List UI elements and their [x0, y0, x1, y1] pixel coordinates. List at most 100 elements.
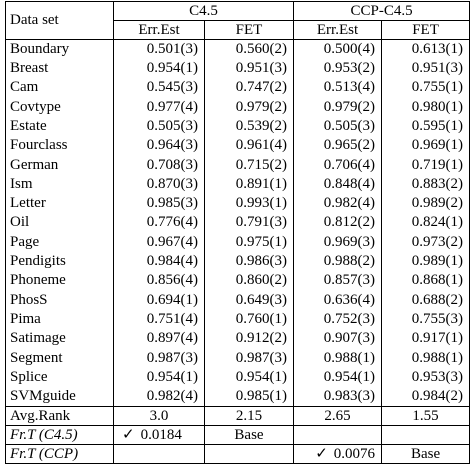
value-cell-ccp-fet: 0.755(1): [381, 78, 471, 98]
table-row: Cam 0.545(3) 0.747(2) 0.513(4) 0.755(1): [5, 78, 471, 98]
value-cell-c45-errest: 0.897(4): [113, 329, 205, 349]
dataset-name-cell: Letter: [5, 194, 114, 214]
value-cell-c45-fet: 0.993(1): [203, 194, 295, 214]
value-cell-ccp-fet: 0.868(1): [381, 271, 471, 291]
dataset-name-cell: SVMguide: [5, 387, 114, 407]
table-row: Pendigits 0.984(4) 0.986(3) 0.988(2) 0.989(1…: [5, 251, 471, 272]
friedman-ccp-label: Fr.T (CCP): [5, 444, 114, 464]
value-cell-ccp-fet: 0.688(2): [381, 290, 471, 310]
value-cell-ccp-errest: 0.982(4): [293, 194, 383, 214]
friedman-label-paren: (C4.5): [38, 426, 78, 443]
table-row: German 0.708(3) 0.715(2) 0.706(4) 0.719(1): [5, 155, 471, 175]
value-cell-ccp-fet: 0.719(1): [381, 155, 471, 175]
friedman-ccp-row: Fr.T (CCP) ✓ 0.0076 Base: [5, 444, 471, 464]
dataset-name-cell: Cam: [5, 78, 114, 98]
value-cell-ccp-fet: 0.989(1): [381, 251, 471, 272]
dataset-name-cell: Boundary: [5, 38, 114, 59]
avg-rank-row: Avg.Rank 3.0 2.15 2.65 1.55: [5, 406, 471, 426]
table-row: Page 0.967(4) 0.975(1) 0.969(3) 0.973(2): [5, 232, 471, 252]
value-cell-c45-errest: 0.856(4): [113, 271, 205, 291]
dataset-name-cell: Splice: [5, 367, 114, 388]
friedman-ccp-errest: ✓ 0.0076: [293, 444, 383, 464]
dataset-name-cell: Estate: [5, 116, 114, 137]
value-cell-ccp-errest: 0.848(4): [293, 174, 383, 194]
subheader-errest-ccp: Err.Est: [293, 20, 383, 40]
friedman-c45-label: Fr.T (C4.5): [5, 425, 114, 445]
value-cell-c45-errest: 0.987(3): [113, 348, 205, 368]
value-cell-ccp-errest: 0.983(3): [293, 387, 383, 407]
check-icon: ✓: [315, 445, 328, 462]
friedman-c45-base: Base: [203, 425, 295, 445]
value-cell-ccp-fet: 0.883(2): [381, 174, 471, 194]
dataset-name-cell: Pima: [5, 309, 114, 330]
table-row: Ism 0.870(3) 0.891(1) 0.848(4) 0.883(2): [5, 174, 471, 194]
value-cell-ccp-fet: 0.973(2): [381, 232, 471, 252]
value-cell-ccp-fet: 0.988(1): [381, 348, 471, 368]
friedman-c45-value: 0.0184: [140, 426, 182, 443]
friedman-c45-row: Fr.T (C4.5) ✓ 0.0184 Base: [5, 425, 471, 445]
avg-rank-ccp-errest: 2.65: [293, 406, 383, 426]
table-row: Letter 0.985(3) 0.993(1) 0.982(4) 0.989(2): [5, 194, 471, 214]
value-cell-c45-errest: 0.982(4): [113, 387, 205, 407]
table-row: Boundary 0.501(3) 0.560(2) 0.500(4) 0.613(1): [5, 38, 471, 59]
avg-rank-ccp-fet: 1.55: [381, 406, 471, 426]
value-cell-ccp-errest: 0.752(3): [293, 309, 383, 330]
subheader-errest-c45: Err.Est: [113, 20, 205, 40]
group-header-ccp-c45: CCP-C4.5: [293, 1, 471, 21]
value-cell-c45-fet: 0.975(1): [203, 232, 295, 252]
table-row: Splice 0.954(1) 0.954(1) 0.954(1) 0.953(3): [5, 367, 471, 388]
dataset-name-cell: Segment: [5, 348, 114, 368]
value-cell-c45-errest: 0.870(3): [113, 174, 205, 194]
friedman-ccp-c45-errest-empty: [113, 444, 205, 464]
value-cell-ccp-errest: 0.979(2): [293, 97, 383, 117]
value-cell-ccp-fet: 0.595(1): [381, 116, 471, 137]
value-cell-c45-fet: 0.986(3): [203, 251, 295, 272]
friedman-label-paren: (CCP): [38, 445, 79, 462]
value-cell-c45-fet: 0.985(1): [203, 387, 295, 407]
value-cell-ccp-errest: 0.965(2): [293, 136, 383, 156]
value-cell-c45-fet: 0.760(1): [203, 309, 295, 330]
value-cell-c45-errest: 0.694(1): [113, 290, 205, 310]
value-cell-ccp-errest: 0.505(3): [293, 116, 383, 137]
value-cell-ccp-fet: 0.984(2): [381, 387, 471, 407]
value-cell-c45-errest: 0.984(4): [113, 251, 205, 272]
value-cell-ccp-fet: 0.613(1): [381, 38, 471, 59]
friedman-c45-ccp-fet-empty: [381, 425, 471, 445]
header-row-groups: Data set C4.5 CCP-C4.5: [5, 1, 471, 40]
table-row: Estate 0.505(3) 0.539(2) 0.505(3) 0.595(1): [5, 116, 471, 137]
value-cell-c45-fet: 0.954(1): [203, 367, 295, 388]
table-row: Fourclass 0.964(3) 0.961(4) 0.965(2) 0.969(1…: [5, 136, 471, 156]
value-cell-ccp-fet: 0.951(3): [381, 58, 471, 79]
friedman-c45-ccp-errest-empty: [293, 425, 383, 445]
dataset-name-cell: Phoneme: [5, 271, 114, 291]
subheader-fet-ccp: FET: [381, 20, 471, 40]
table-row: Breast 0.954(1) 0.951(3) 0.953(2) 0.951(3): [5, 58, 471, 79]
friedman-ccp-base: Base: [381, 444, 471, 464]
dataset-name-cell: Pendigits: [5, 251, 114, 272]
dataset-name-cell: Covtype: [5, 97, 114, 117]
value-cell-c45-fet: 0.979(2): [203, 97, 295, 117]
subheader-fet-c45: FET: [203, 20, 295, 40]
table-row: Segment 0.987(3) 0.987(3) 0.988(1) 0.988(1): [5, 348, 471, 368]
value-cell-ccp-errest: 0.706(4): [293, 155, 383, 175]
value-cell-c45-errest: 0.954(1): [113, 58, 205, 79]
value-cell-ccp-errest: 0.969(3): [293, 232, 383, 252]
value-cell-ccp-errest: 0.988(1): [293, 348, 383, 368]
value-cell-c45-errest: 0.545(3): [113, 78, 205, 98]
value-cell-c45-fet: 0.891(1): [203, 174, 295, 194]
value-cell-c45-errest: 0.977(4): [113, 97, 205, 117]
table-row: SVMguide 0.982(4) 0.985(1) 0.983(3) 0.984(2): [5, 387, 471, 407]
value-cell-c45-fet: 0.987(3): [203, 348, 295, 368]
value-cell-ccp-errest: 0.513(4): [293, 78, 383, 98]
table-row: Pima 0.751(4) 0.760(1) 0.752(3) 0.755(3): [5, 309, 471, 330]
dataset-name-cell: PhosS: [5, 290, 114, 310]
avg-rank-c45-errest: 3.0: [113, 406, 205, 426]
value-cell-ccp-fet: 0.989(2): [381, 194, 471, 214]
value-cell-ccp-errest: 0.953(2): [293, 58, 383, 79]
value-cell-c45-errest: 0.708(3): [113, 155, 205, 175]
table-row: Satimage 0.897(4) 0.912(2) 0.907(3) 0.917(1): [5, 329, 471, 349]
dataset-name-cell: German: [5, 155, 114, 175]
table-body: Boundary 0.501(3) 0.560(2) 0.500(4) 0.613(1)…: [5, 38, 471, 407]
value-cell-c45-errest: 0.967(4): [113, 232, 205, 252]
value-cell-c45-errest: 0.751(4): [113, 309, 205, 330]
